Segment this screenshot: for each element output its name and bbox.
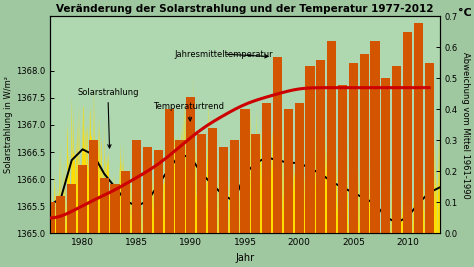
Bar <box>414 22 423 233</box>
Bar <box>132 140 141 233</box>
Bar <box>392 66 401 233</box>
Bar <box>67 184 76 233</box>
Text: °C: °C <box>458 8 472 18</box>
Bar <box>56 196 65 233</box>
Bar <box>78 165 87 233</box>
Bar <box>327 41 336 233</box>
Bar <box>175 140 184 233</box>
Bar <box>164 109 174 233</box>
Bar <box>197 134 206 233</box>
Bar <box>349 63 358 233</box>
Bar <box>229 140 239 233</box>
Bar <box>381 78 391 233</box>
Bar <box>425 63 434 233</box>
Bar <box>186 97 195 233</box>
Bar <box>294 103 304 233</box>
Bar <box>273 57 282 233</box>
X-axis label: Jahr: Jahr <box>236 253 255 263</box>
Bar <box>316 60 326 233</box>
Bar <box>121 171 130 233</box>
Bar <box>403 32 412 233</box>
Y-axis label: Solarstrahlung in W/m²: Solarstrahlung in W/m² <box>4 76 13 173</box>
Bar <box>251 134 260 233</box>
Text: Jahresmitteltemperatur: Jahresmitteltemperatur <box>174 50 273 59</box>
Bar <box>89 140 98 233</box>
Text: Temperaturtrend: Temperaturtrend <box>153 102 224 121</box>
Text: Solarstrahlung: Solarstrahlung <box>77 88 138 148</box>
Bar <box>360 54 369 233</box>
Bar <box>262 103 271 233</box>
Bar <box>154 150 163 233</box>
Bar <box>240 109 250 233</box>
Bar <box>208 128 217 233</box>
Bar <box>305 66 315 233</box>
Bar <box>100 178 109 233</box>
Bar <box>338 85 347 233</box>
Bar <box>143 147 152 233</box>
Bar <box>110 184 119 233</box>
Bar <box>219 147 228 233</box>
Bar <box>370 41 380 233</box>
Bar <box>284 109 293 233</box>
Bar <box>46 202 55 233</box>
Title: Veränderung der Solarstrahlung und der Temperatur 1977-2012: Veränderung der Solarstrahlung und der T… <box>56 4 434 14</box>
Y-axis label: Abweichung vom Mittel 1961-1990: Abweichung vom Mittel 1961-1990 <box>461 52 470 198</box>
